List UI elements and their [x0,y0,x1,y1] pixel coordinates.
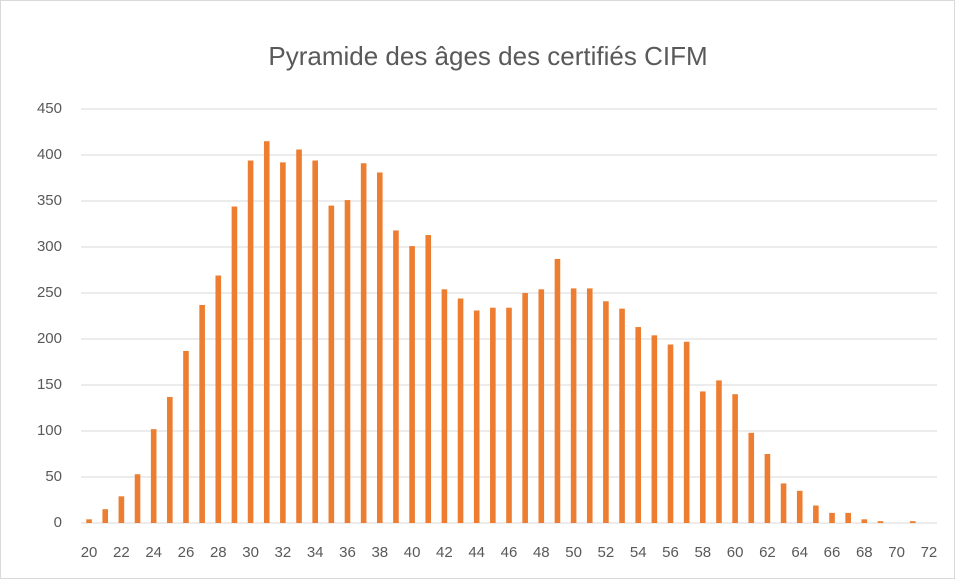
bar [247,160,254,523]
x-tick-label: 58 [694,544,711,561]
bar [344,200,351,523]
x-tick-label: 20 [81,544,98,561]
bar [635,327,642,523]
bar [586,288,593,523]
x-tick-label: 56 [662,544,679,561]
bar [506,307,512,523]
y-tick-label: 0 [54,514,62,531]
x-tick-label: 22 [113,544,130,561]
bar [102,509,109,523]
x-tick-label: 24 [145,544,162,561]
bar [554,258,561,523]
bar [877,521,884,523]
x-tick-label: 34 [307,544,324,561]
x-tick-label: 42 [436,544,453,561]
bar [700,391,706,523]
y-tick-label: 300 [37,238,62,255]
bar [86,519,92,523]
x-tick-label: 70 [888,544,905,561]
bar [473,310,480,523]
bar [748,432,755,523]
bar [312,160,318,523]
bar [457,298,464,523]
bar [764,454,771,523]
x-tick-label: 46 [501,544,518,561]
x-tick-label: 60 [727,544,744,561]
y-tick-label: 350 [37,192,62,209]
bar [861,519,868,523]
x-tick-label: 38 [371,544,388,561]
bar [376,172,383,524]
bar [199,304,205,523]
bar [651,335,658,523]
bar [118,496,125,523]
bar [845,512,851,523]
bar [409,246,415,523]
bar [813,505,819,523]
bar [909,521,916,523]
x-tick-label: 28 [210,544,227,561]
x-tick-label: 54 [630,544,647,561]
y-tick-label: 50 [45,468,62,485]
y-tick-label: 100 [37,422,62,439]
x-tick-label: 72 [921,544,938,561]
bar [490,307,496,523]
x-tick-label: 64 [791,544,808,561]
bar [167,396,173,523]
bar [538,289,545,523]
bar [425,235,432,524]
x-tick-label: 48 [533,544,550,561]
bar [732,394,738,523]
x-tick-label: 40 [404,544,421,561]
x-tick-label: 50 [565,544,582,561]
bar [150,429,157,523]
bar [280,162,286,524]
chart-title: Pyramide des âges des certifiés CIFM [268,41,707,71]
bar [231,206,238,523]
bar [667,344,674,523]
x-tick-label: 32 [275,544,292,561]
x-tick-label: 44 [468,544,485,561]
bar [328,205,335,523]
bar [183,350,189,523]
bar [134,474,141,523]
bar [393,230,399,523]
bar [716,380,722,523]
bar [683,341,690,523]
bar [215,275,222,523]
y-tick-label: 200 [37,330,62,347]
bar [619,308,625,523]
bar [522,293,528,523]
x-tick-label: 62 [759,544,776,561]
bar [296,149,302,524]
bar [360,163,367,523]
x-tick-label: 68 [856,544,873,561]
bar [263,141,270,523]
bar [829,512,835,523]
y-tick-label: 150 [37,376,62,393]
x-tick-label: 52 [598,544,615,561]
x-tick-label: 66 [824,544,841,561]
bar [796,490,803,523]
x-tick-label: 26 [178,544,195,561]
bar [780,483,787,523]
x-tick-label: 30 [242,544,259,561]
x-tick-label: 36 [339,544,356,561]
y-tick-label: 450 [37,100,62,117]
bar [441,289,448,523]
y-tick-label: 250 [37,284,62,301]
bar [603,301,609,523]
y-tick-label: 400 [37,146,62,163]
bar [570,288,577,523]
